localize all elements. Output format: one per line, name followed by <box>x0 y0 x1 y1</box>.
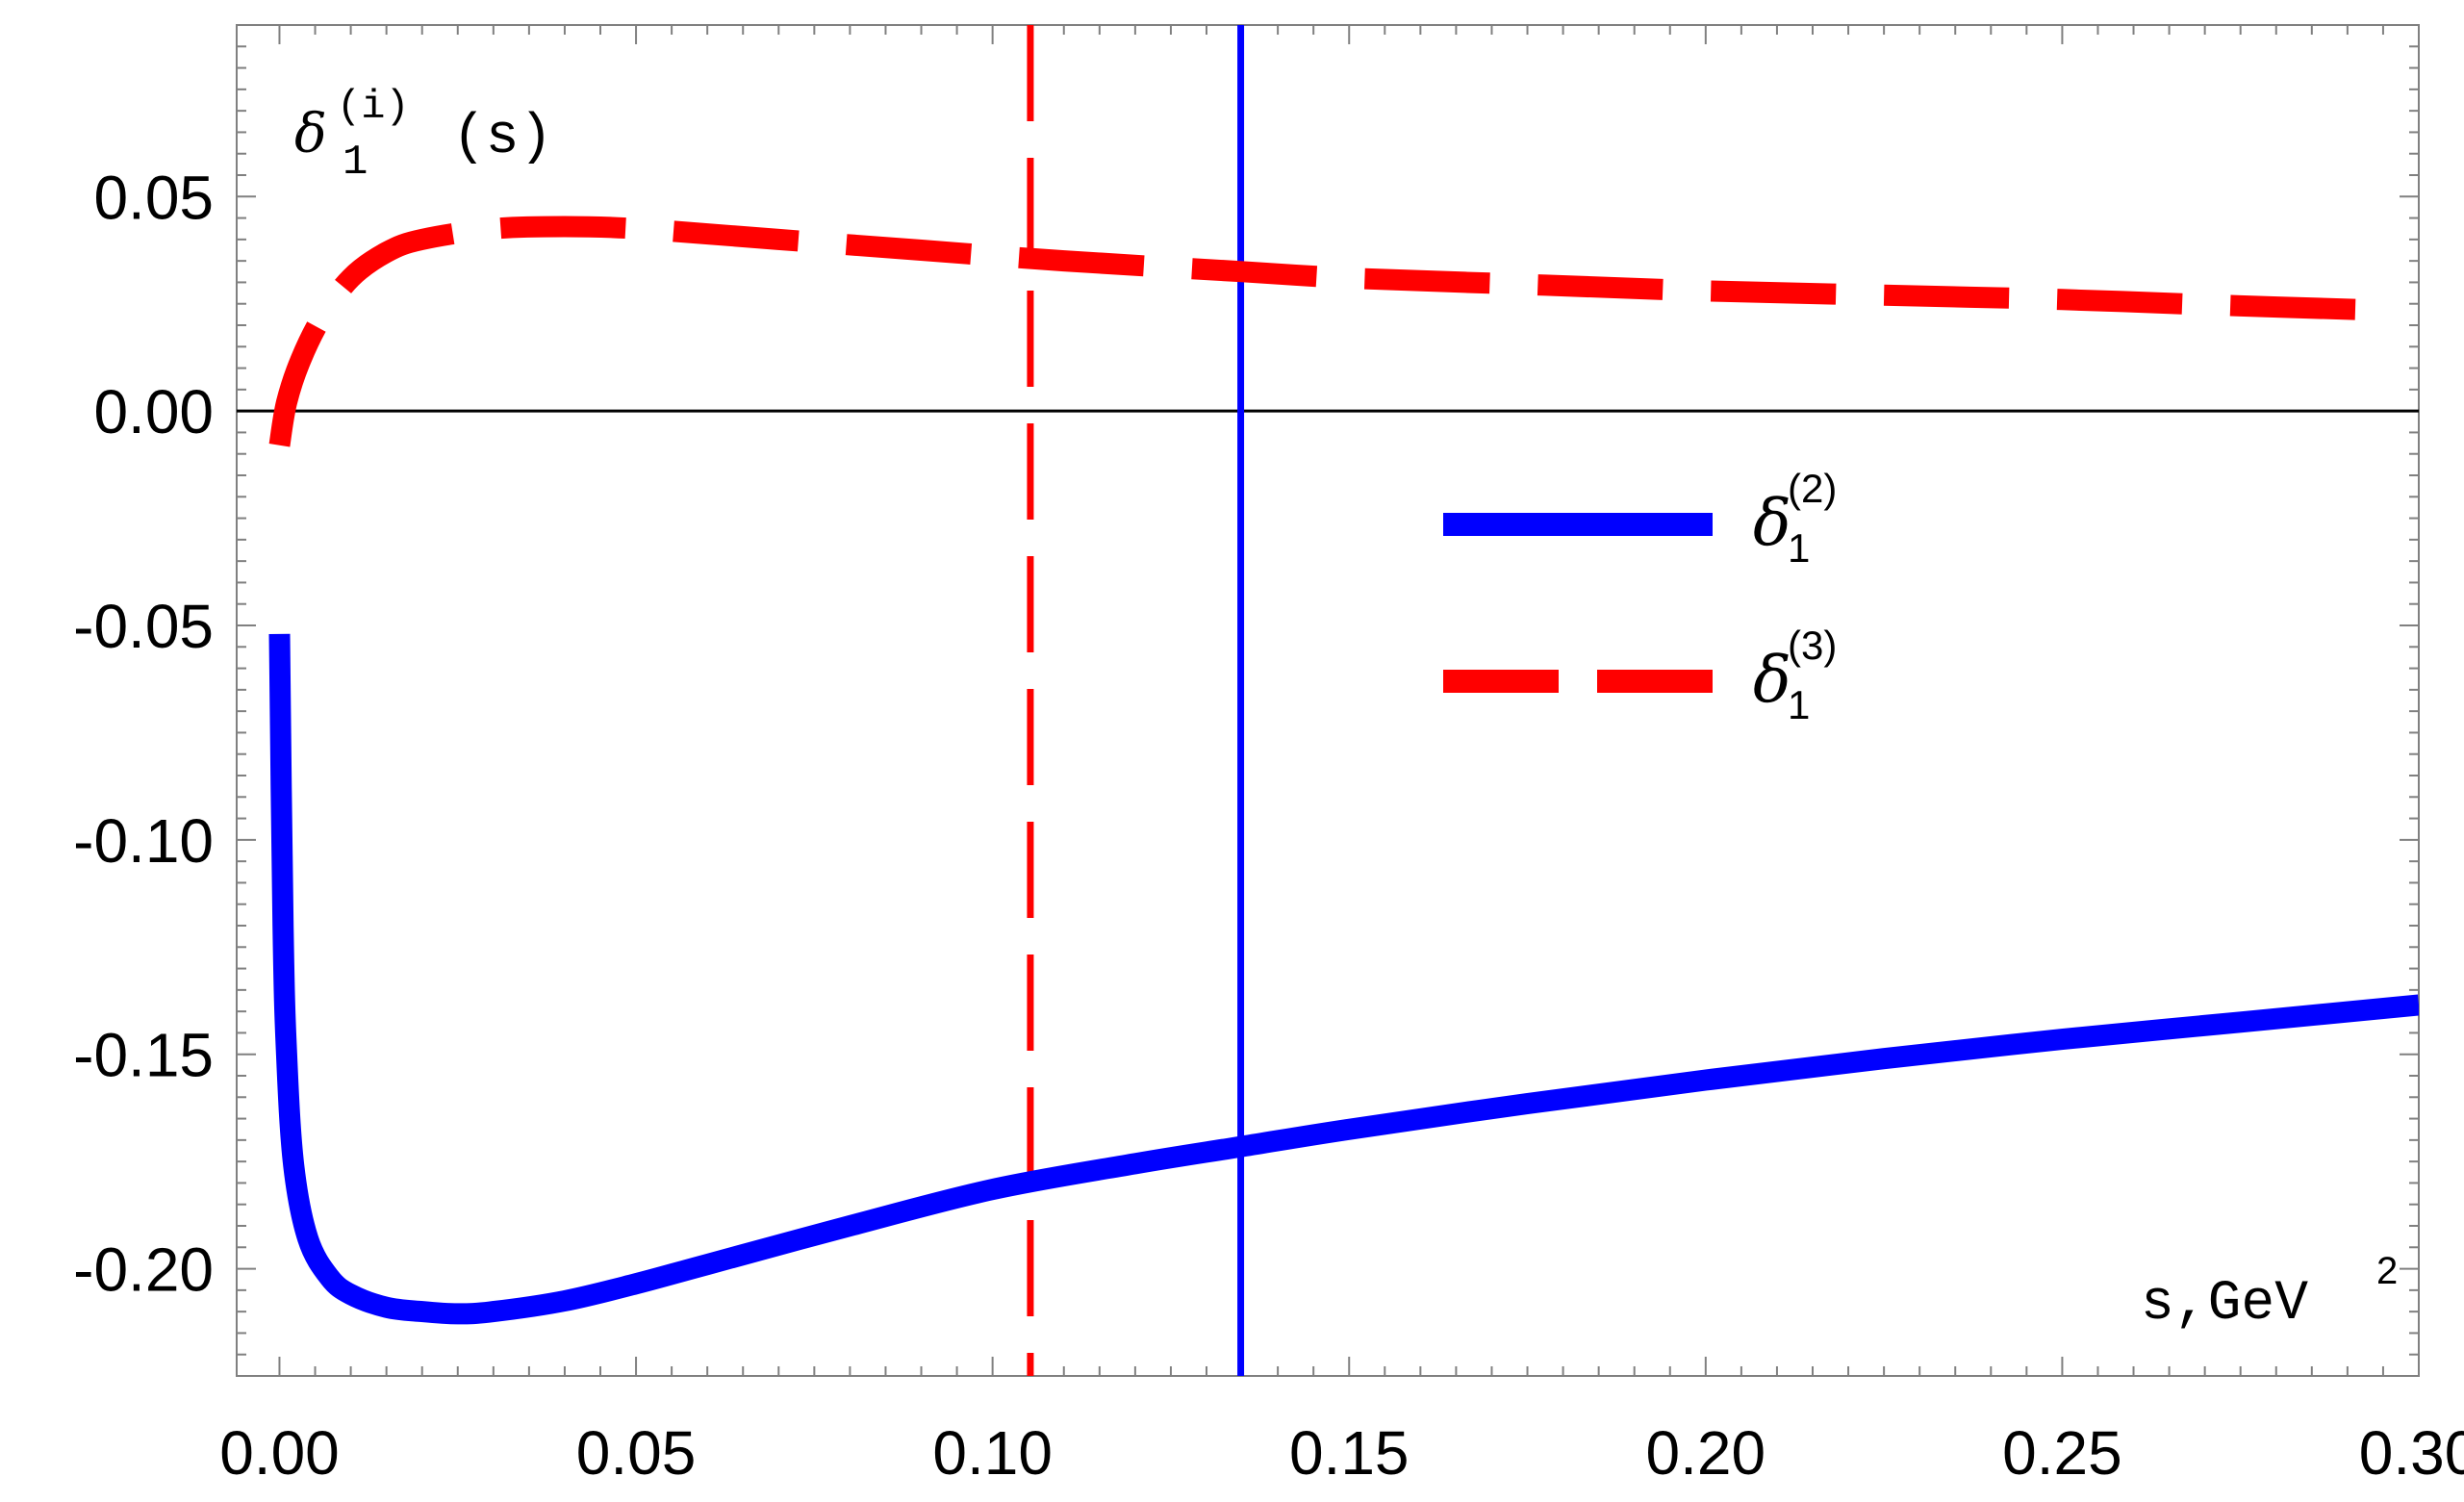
y-axis-label: δ 1 (i) (s) <box>294 84 552 187</box>
plot-area <box>237 25 2419 1376</box>
x-axis-label: s,GeV 2 <box>2141 1250 2398 1336</box>
legend-symbol-delta-1-3: δ <box>1753 643 1791 717</box>
y-tick-label: 0.05 <box>93 163 214 232</box>
minor-ticks <box>237 24 2420 1377</box>
x-tick-label: 0.25 <box>2002 1418 2122 1488</box>
series-delta-1-2-line <box>268 633 2419 1325</box>
x-tick-label: 0.10 <box>932 1418 1053 1488</box>
legend-symbol-delta-1-2: δ <box>1753 486 1791 560</box>
y-label-sup: (i) <box>337 84 410 130</box>
y-label-arg: (s) <box>452 107 552 169</box>
y-label-sub: 1 <box>343 139 368 187</box>
y-tick-label: -0.15 <box>73 1021 214 1090</box>
x-tick-label: 0.05 <box>576 1418 697 1488</box>
x-tick-labels: 0.00 0.05 0.10 0.15 0.20 0.25 0.30 <box>219 1418 2464 1488</box>
y-tick-label: -0.20 <box>73 1235 214 1305</box>
legend: δ 1 (2) δ 1 (3) <box>1443 466 1837 727</box>
x-label-text: s,GeV <box>2141 1273 2308 1336</box>
y-label-symbol: δ <box>294 103 327 165</box>
x-tick-label: 0.20 <box>1646 1418 1766 1488</box>
legend-sub-delta-1-2: 1 <box>1788 525 1810 571</box>
y-tick-label: -0.10 <box>73 806 214 876</box>
x-label-sup: 2 <box>2376 1250 2398 1292</box>
x-tick-label: 0.15 <box>1289 1418 1410 1488</box>
legend-sup-delta-1-3: (3) <box>1788 623 1837 668</box>
series-delta-1-3-line <box>268 216 2384 447</box>
legend-sup-delta-1-2: (2) <box>1788 466 1837 511</box>
y-tick-label: 0.00 <box>93 377 214 446</box>
plot-frame <box>236 24 2420 1377</box>
x-tick-label: 0.30 <box>2359 1418 2464 1488</box>
y-tick-label: -0.05 <box>73 592 214 661</box>
y-tick-labels: 0.05 0.00 -0.05 -0.10 -0.15 -0.20 <box>73 163 214 1304</box>
legend-sub-delta-1-3: 1 <box>1788 682 1810 727</box>
x-tick-label: 0.00 <box>219 1418 340 1488</box>
